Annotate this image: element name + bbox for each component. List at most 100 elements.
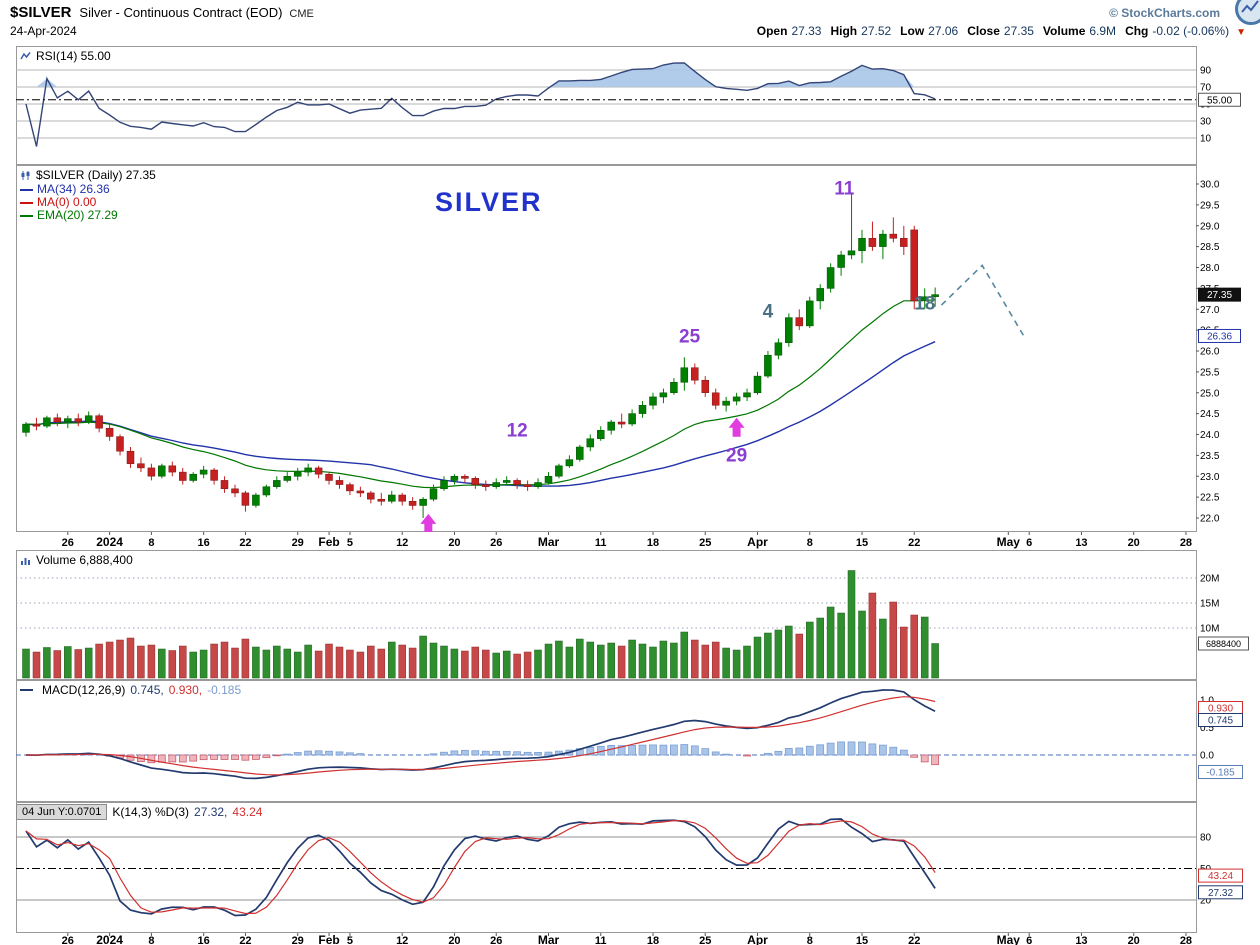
crosshair-tooltip: 04 Jun Y:0.0701 [16,804,108,820]
svg-text:20: 20 [1128,935,1140,945]
title-row: $SILVER Silver - Continuous Contract (EO… [0,0,1260,21]
volume-label-row: Volume 6,888,400 [20,553,133,567]
price-title-row: $SILVER (Daily) 27.35 [20,168,156,182]
svg-text:5: 5 [347,537,353,549]
macd-line-swatch [20,689,33,691]
volume-bars-icon [21,557,30,565]
svg-text:2024: 2024 [96,535,123,549]
ma0-line-swatch [20,201,33,204]
svg-text:10: 10 [1200,134,1212,145]
chevron-down-icon[interactable]: ▼ [1236,27,1246,38]
date-axis: 26 2024 8 16 22 29 Feb 5 12 20 26 Mar 11 18 25 Apr 8 15 22… [0,532,1260,550]
svg-text:6: 6 [1026,935,1032,945]
high-value: 27.52 [861,24,892,38]
svg-text:0.930: 0.930 [1208,704,1233,715]
low-value: 27.06 [928,24,959,38]
svg-text:May: May [997,933,1021,945]
svg-text:25: 25 [679,327,701,348]
svg-text:24.5: 24.5 [1200,409,1220,420]
svg-text:20M: 20M [1200,574,1219,585]
svg-text:26.0: 26.0 [1200,347,1220,358]
svg-text:29: 29 [292,537,304,549]
svg-text:29: 29 [292,935,304,945]
svg-text:11: 11 [595,537,607,549]
svg-text:Feb: Feb [318,933,339,945]
svg-text:22: 22 [908,935,920,945]
svg-text:10M: 10M [1200,624,1219,635]
bottom-date-axis-plot: 26 2024 8 16 22 29 Feb 5 12 20 26 Mar 11 18 25 Apr 8 15 22… [0,933,1260,945]
svg-text:15: 15 [856,935,868,945]
candlestick-icon [21,170,30,180]
macd-value: 0.745, [130,683,164,697]
svg-text:29.5: 29.5 [1200,200,1220,211]
ohlc-quote: Open 27.33 High 27.52 Low 27.06 Close 27… [748,24,1246,38]
svg-text:12: 12 [396,537,408,549]
price-panel: 30.029.529.028.528.027.527.026.526.025.5… [0,165,1260,532]
svg-text:23.5: 23.5 [1200,451,1220,462]
legend-ma0: MA(0) 0.00 [20,196,118,209]
svg-text:27.32: 27.32 [1208,888,1233,899]
ma34-label: MA(34) 26.36 [37,182,110,196]
svg-text:15: 15 [856,537,868,549]
stoch-name: K(14,3) %D(3) [112,805,190,819]
symbol-description: Silver - Continuous Contract (EOD) [79,5,283,20]
svg-text:8: 8 [807,935,813,945]
svg-text:15M: 15M [1200,599,1219,610]
ema20-line-swatch [20,214,33,217]
svg-text:Mar: Mar [538,933,560,945]
high-label: High [830,24,858,38]
svg-text:-0.185: -0.185 [1206,768,1235,779]
ema20-label: EMA(20) 27.29 [37,208,118,222]
svg-text:90: 90 [1200,66,1212,77]
chart-header: $SILVER Silver - Continuous Contract (EO… [0,0,1260,46]
svg-text:0.0: 0.0 [1200,751,1214,762]
svg-text:4: 4 [763,302,774,323]
date-axis-plot: 26 2024 8 16 22 29 Feb 5 12 20 26 Mar 11 18 25 Apr 8 15 22… [0,532,1260,550]
svg-text:26: 26 [62,537,74,549]
svg-text:18: 18 [647,537,659,549]
svg-text:28.0: 28.0 [1200,263,1220,274]
volume-plot[interactable]: 20M 15M 10M 6888400 [0,550,1260,680]
stoch-k-value: 27.32, [194,805,228,819]
overlay-legend: MA(34) 26.36 MA(0) 0.00 EMA(20) 27.29 [20,183,118,222]
svg-text:22: 22 [908,537,920,549]
open-label: Open [756,24,788,38]
close-value: 27.35 [1003,24,1034,38]
svg-text:5: 5 [347,935,353,945]
svg-text:0.5: 0.5 [1200,723,1214,734]
svg-text:28: 28 [1180,935,1192,945]
svg-text:26: 26 [62,935,74,945]
stoch-d-value: 43.24 [232,805,263,819]
svg-text:28: 28 [1180,537,1192,549]
symbol: $SILVER [10,4,72,21]
bottom-date-axis: 26 2024 8 16 22 29 Feb 5 12 20 26 Mar 11 18 25 Apr 8 15 22… [0,933,1260,945]
svg-text:29: 29 [726,446,747,467]
rsi-icon [20,51,31,59]
svg-text:6888400: 6888400 [1206,639,1241,649]
macd-hist-value: -0.185 [207,683,242,697]
svg-text:8: 8 [148,537,154,549]
price-plot[interactable]: 30.029.529.028.528.027.527.026.526.025.5… [0,165,1260,532]
macd-name: MACD(12,26,9) [42,683,126,697]
rsi-panel: 907050301055.00 RSI(14) 55.00 [0,46,1260,165]
svg-text:29.0: 29.0 [1200,221,1220,232]
price-title: $SILVER (Daily) 27.35 [36,168,156,182]
volume-label: Volume [1042,24,1086,38]
rsi-plot[interactable]: 907050301055.00 [0,46,1260,165]
svg-text:26: 26 [490,935,502,945]
svg-text:22.5: 22.5 [1200,493,1220,504]
svg-text:28.5: 28.5 [1200,242,1220,253]
svg-text:11: 11 [595,935,607,945]
svg-text:Mar: Mar [538,535,560,549]
svg-text:20: 20 [1200,896,1212,907]
svg-text:22: 22 [239,537,251,549]
svg-text:25.5: 25.5 [1200,367,1220,378]
ma0-label: MA(0) 0.00 [37,195,97,209]
svg-text:25: 25 [699,537,711,549]
svg-text:11: 11 [834,178,855,199]
close-label: Close [967,24,1000,38]
